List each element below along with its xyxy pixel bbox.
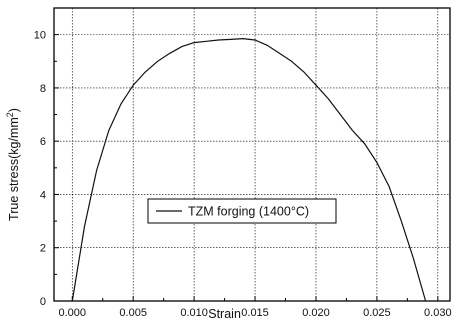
y-tick-label: 10 (34, 30, 46, 42)
legend: TZM forging (1400°C) (147, 198, 337, 224)
x-tick-label: 0.020 (302, 307, 330, 319)
y-tick-label: 8 (40, 83, 46, 95)
x-tick-label: 0.000 (59, 307, 87, 319)
y-tick-label: 6 (40, 136, 46, 148)
plot-frame (53, 7, 451, 302)
x-tick-label: 0.005 (119, 307, 147, 319)
tick-labels: 0.000 0.005 0.010 0.015 0.020 0.025 0.030 0 2 4 6 8… (34, 30, 452, 319)
y-tick-label: 2 (40, 243, 46, 255)
x-tick-label: 0.015 (241, 307, 269, 319)
x-tick-label: 0.025 (363, 307, 391, 319)
grid (54, 8, 450, 301)
y-tick-label: 0 (40, 296, 46, 308)
y-tick-label: 4 (40, 189, 46, 201)
x-axis-title: Strain (208, 307, 241, 321)
legend-label: TZM forging (1400°C) (188, 205, 309, 219)
series-line-tzm-forging (71, 37, 427, 302)
y-axis-title-main: True stress(kg/mm (7, 117, 21, 221)
x-tick-label: 0.010 (180, 307, 208, 319)
y-axis-title: True stress(kg/mm2) (5, 108, 21, 221)
y-axis-title-close: ) (7, 108, 21, 112)
y-axis-title-superscript: 2 (5, 112, 15, 117)
x-tick-label: 0.030 (424, 307, 452, 319)
